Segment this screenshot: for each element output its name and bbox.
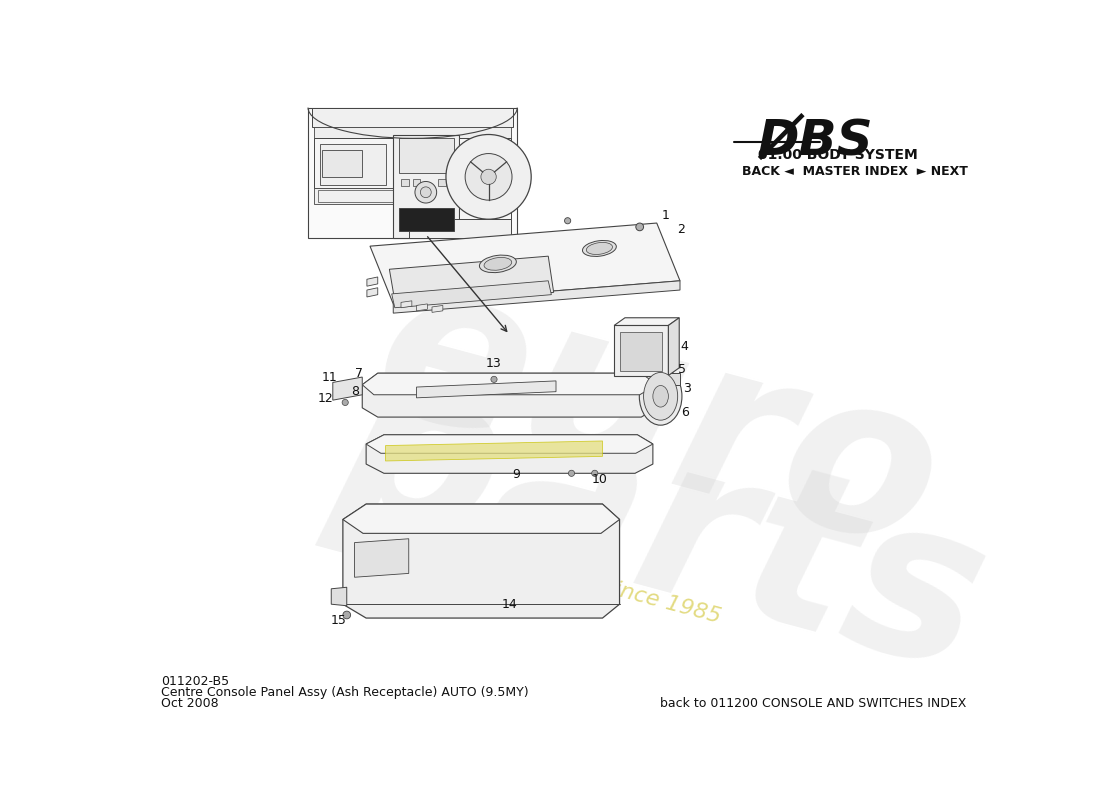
Text: 7: 7: [354, 367, 363, 380]
Text: 01.00 BODY SYSTEM: 01.00 BODY SYSTEM: [758, 148, 917, 162]
Polygon shape: [367, 277, 377, 286]
Text: Oct 2008: Oct 2008: [161, 697, 219, 710]
Text: a passion for parts since 1985: a passion for parts since 1985: [394, 520, 724, 626]
Text: 5: 5: [679, 363, 686, 376]
Circle shape: [420, 187, 431, 198]
Polygon shape: [315, 126, 512, 138]
Polygon shape: [394, 281, 680, 313]
Polygon shape: [385, 441, 603, 461]
Polygon shape: [312, 107, 514, 126]
Text: 9: 9: [512, 468, 519, 481]
Polygon shape: [459, 138, 512, 219]
Text: 2: 2: [676, 223, 685, 236]
Text: 15: 15: [331, 614, 346, 627]
Polygon shape: [412, 179, 420, 186]
Polygon shape: [402, 179, 409, 186]
Polygon shape: [432, 306, 443, 312]
Circle shape: [592, 470, 598, 476]
Polygon shape: [438, 179, 446, 186]
Circle shape: [636, 223, 644, 230]
Text: 13: 13: [486, 357, 502, 370]
Polygon shape: [417, 304, 427, 311]
Text: 4: 4: [680, 340, 688, 353]
Polygon shape: [402, 301, 411, 308]
Circle shape: [342, 399, 349, 406]
Ellipse shape: [484, 258, 512, 270]
Polygon shape: [362, 373, 657, 394]
Polygon shape: [354, 538, 409, 578]
Polygon shape: [669, 318, 679, 375]
Polygon shape: [366, 435, 653, 474]
Circle shape: [446, 134, 531, 219]
Ellipse shape: [586, 242, 613, 254]
Ellipse shape: [480, 255, 516, 273]
Polygon shape: [614, 318, 679, 326]
Text: parts: parts: [316, 338, 1007, 716]
Text: 6: 6: [682, 406, 690, 418]
Polygon shape: [637, 373, 680, 385]
Polygon shape: [620, 332, 662, 371]
Ellipse shape: [644, 373, 678, 420]
Circle shape: [491, 376, 497, 382]
Circle shape: [569, 470, 574, 476]
Circle shape: [415, 182, 437, 203]
Text: 3: 3: [683, 382, 691, 395]
Polygon shape: [333, 377, 362, 400]
Circle shape: [481, 170, 496, 185]
Polygon shape: [367, 288, 377, 297]
Text: 011202-B5: 011202-B5: [161, 675, 229, 688]
Text: 10: 10: [592, 473, 607, 486]
Polygon shape: [315, 188, 409, 204]
Polygon shape: [308, 107, 517, 238]
Text: BACK ◄  MASTER INDEX  ► NEXT: BACK ◄ MASTER INDEX ► NEXT: [742, 166, 968, 178]
Polygon shape: [398, 208, 453, 230]
Polygon shape: [343, 504, 619, 618]
Circle shape: [564, 218, 571, 224]
Text: 14: 14: [502, 598, 517, 611]
Polygon shape: [366, 435, 653, 454]
Text: 8: 8: [351, 385, 359, 398]
Polygon shape: [331, 587, 346, 606]
Polygon shape: [362, 373, 657, 417]
Circle shape: [465, 154, 512, 200]
Polygon shape: [474, 215, 503, 238]
Polygon shape: [322, 150, 362, 177]
Text: back to 011200 CONSOLE AND SWITCHES INDEX: back to 011200 CONSOLE AND SWITCHES INDE…: [660, 697, 967, 710]
Polygon shape: [315, 138, 394, 188]
Text: DBS: DBS: [758, 118, 873, 166]
Text: 12: 12: [318, 393, 333, 406]
Circle shape: [343, 611, 351, 619]
Polygon shape: [320, 144, 385, 185]
Polygon shape: [409, 219, 512, 238]
Polygon shape: [370, 223, 680, 304]
Ellipse shape: [639, 367, 682, 425]
Text: 1: 1: [661, 210, 669, 222]
Ellipse shape: [653, 386, 669, 407]
Polygon shape: [392, 281, 551, 308]
Polygon shape: [450, 179, 458, 186]
Polygon shape: [394, 134, 459, 238]
Text: 11: 11: [322, 371, 338, 384]
Text: Centre Console Panel Assy (Ash Receptacle) AUTO (9.5MY): Centre Console Panel Assy (Ash Receptacl…: [161, 686, 528, 699]
Polygon shape: [614, 326, 669, 375]
Polygon shape: [389, 256, 553, 306]
Text: euro: euro: [354, 242, 961, 597]
Polygon shape: [398, 138, 453, 173]
Polygon shape: [343, 504, 619, 534]
Polygon shape: [417, 381, 556, 398]
Ellipse shape: [583, 241, 616, 257]
